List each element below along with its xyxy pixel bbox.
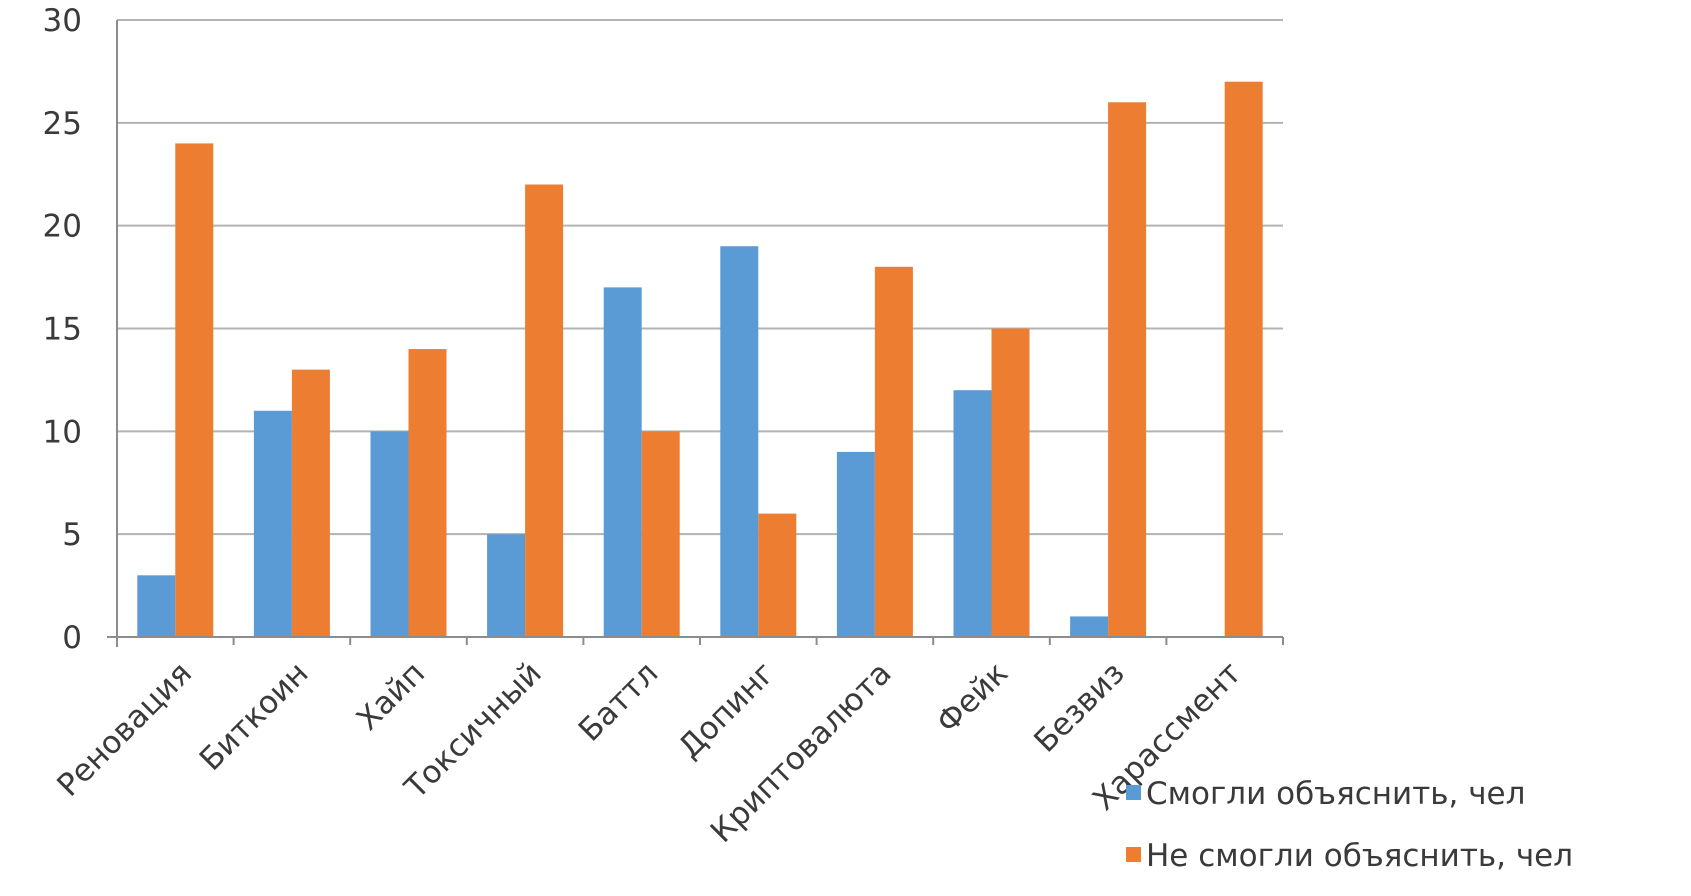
- y-tick-label: 30: [43, 3, 82, 39]
- bar: [874, 266, 913, 637]
- bar: [253, 410, 292, 637]
- y-tick-label: 10: [43, 414, 82, 450]
- bar: [408, 349, 447, 637]
- legend: Смогли объяснить, чел Не смогли объяснить…: [1126, 776, 1573, 874]
- bar: [1224, 81, 1263, 637]
- y-tick-label: 20: [43, 209, 82, 245]
- bar: [291, 369, 330, 637]
- legend-label: Не смогли объяснить, чел: [1146, 838, 1573, 874]
- bars: [137, 81, 1263, 638]
- bar: [758, 513, 797, 637]
- bar: [953, 390, 992, 637]
- legend-label: Смогли объяснить, чел: [1146, 776, 1525, 812]
- bar: [370, 431, 409, 637]
- axes: [107, 20, 1284, 647]
- y-tick-labels: 0 5 10 15 20 25 30: [43, 3, 82, 656]
- x-category-label: Допинг: [672, 655, 782, 765]
- x-category-label: Баттл: [572, 655, 665, 748]
- bar: [720, 246, 759, 637]
- y-tick-label: 25: [43, 106, 82, 142]
- bar: [487, 534, 526, 637]
- x-category-label: Реновация: [50, 655, 199, 804]
- bar: [991, 328, 1030, 637]
- y-tick-label: 15: [43, 312, 82, 348]
- bar: [137, 575, 176, 637]
- y-tick-label: 0: [62, 620, 82, 656]
- bar: [1070, 616, 1109, 637]
- bar: [1108, 102, 1147, 638]
- x-category-label: Хайп: [350, 655, 432, 737]
- x-category-label: Безвиз: [1027, 655, 1131, 759]
- bar: [525, 184, 564, 638]
- legend-swatch: [1126, 847, 1141, 862]
- x-category-label: Фейк: [930, 655, 1015, 740]
- bar: [836, 451, 875, 637]
- x-category-label: Биткоин: [193, 655, 316, 778]
- y-tick-label: 5: [62, 517, 82, 553]
- bar: [603, 287, 642, 637]
- bar: [641, 431, 680, 637]
- bar: [175, 143, 214, 637]
- legend-swatch: [1126, 785, 1141, 800]
